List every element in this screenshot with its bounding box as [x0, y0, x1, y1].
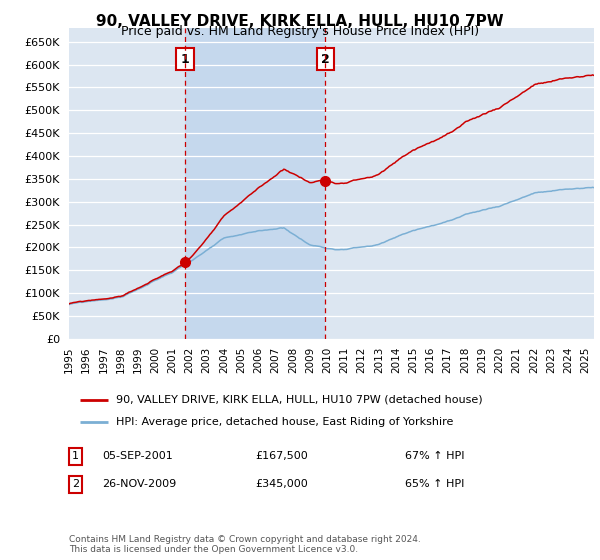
Text: Price paid vs. HM Land Registry's House Price Index (HPI): Price paid vs. HM Land Registry's House … [121, 25, 479, 38]
Text: 90, VALLEY DRIVE, KIRK ELLA, HULL, HU10 7PW: 90, VALLEY DRIVE, KIRK ELLA, HULL, HU10 … [96, 14, 504, 29]
Text: 65% ↑ HPI: 65% ↑ HPI [405, 479, 464, 489]
Text: 2: 2 [72, 479, 79, 489]
Text: HPI: Average price, detached house, East Riding of Yorkshire: HPI: Average price, detached house, East… [116, 417, 454, 427]
Text: 2: 2 [321, 53, 330, 66]
Text: 67% ↑ HPI: 67% ↑ HPI [405, 451, 464, 461]
Text: 05-SEP-2001: 05-SEP-2001 [102, 451, 173, 461]
Text: 90, VALLEY DRIVE, KIRK ELLA, HULL, HU10 7PW (detached house): 90, VALLEY DRIVE, KIRK ELLA, HULL, HU10 … [116, 395, 483, 405]
Text: Contains HM Land Registry data © Crown copyright and database right 2024.
This d: Contains HM Land Registry data © Crown c… [69, 535, 421, 554]
Bar [185, 28, 325, 339]
Text: 26-NOV-2009: 26-NOV-2009 [102, 479, 176, 489]
Text: £167,500: £167,500 [255, 451, 308, 461]
Text: £345,000: £345,000 [255, 479, 308, 489]
Text: 1: 1 [181, 53, 190, 66]
Text: 1: 1 [72, 451, 79, 461]
